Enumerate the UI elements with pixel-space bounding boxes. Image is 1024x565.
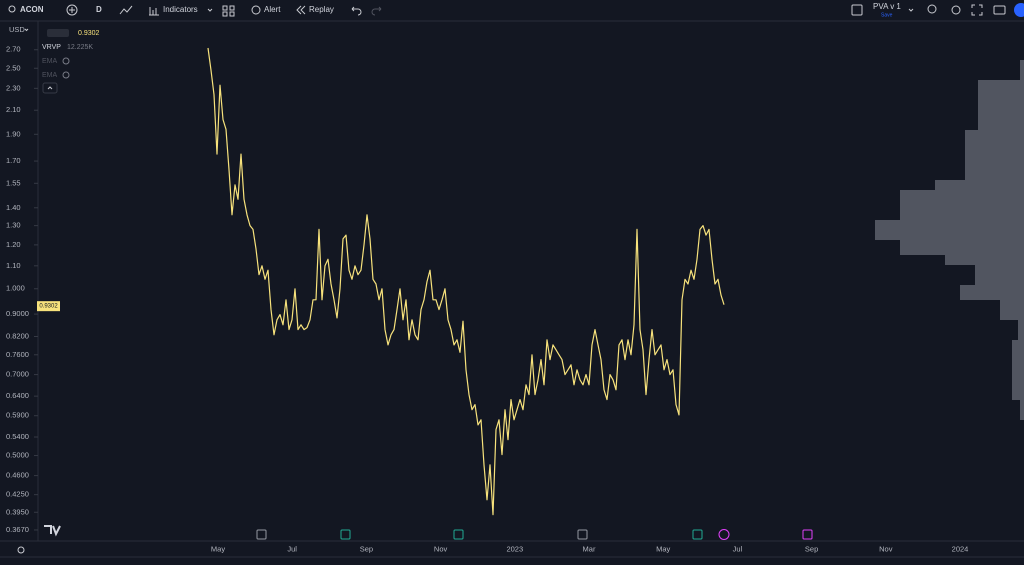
y-tick-label: 0.5000 (6, 451, 29, 460)
y-tick-label: 0.7600 (6, 350, 29, 359)
y-tick-label: 0.7000 (6, 370, 29, 379)
currency-dropdown[interactable] (24, 28, 29, 32)
search-icon[interactable] (8, 5, 16, 13)
x-tick-label: Sep (805, 544, 818, 553)
collapse-icon (47, 86, 53, 90)
logo[interactable] (44, 525, 61, 537)
indicators-dropdown[interactable] (207, 8, 213, 12)
y-tick-label: 2.10 (6, 105, 21, 114)
visibility-icon[interactable] (62, 71, 70, 79)
x-tick-label: 2023 (506, 544, 523, 553)
y-tick-label: 0.8200 (6, 331, 29, 340)
x-tick-label: May (211, 544, 225, 553)
earnings-marker[interactable] (692, 529, 703, 540)
visibility-icon[interactable] (62, 57, 70, 65)
x-tick-label: Nov (879, 544, 893, 553)
y-tick-label: 0.5900 (6, 411, 29, 420)
y-tick-label: 0.4250 (6, 490, 29, 499)
events (256, 529, 813, 540)
indicator-name[interactable]: VRVP (42, 44, 61, 51)
earnings-marker[interactable] (577, 529, 588, 540)
redo-button[interactable] (371, 6, 382, 16)
earnings-marker[interactable] (453, 529, 464, 540)
y-tick-label: 1.000 (6, 284, 25, 293)
y-tick-label: 0.5400 (6, 432, 29, 441)
indicators-button[interactable]: Indicators (163, 5, 198, 14)
add-symbol-button[interactable] (66, 4, 78, 16)
y-tick-label: 1.10 (6, 261, 21, 270)
split-marker[interactable] (718, 529, 730, 540)
add-icon (69, 7, 75, 13)
ema-indicator[interactable]: EMA (42, 72, 58, 79)
collapse-legend[interactable] (42, 82, 58, 94)
volume-profile (875, 60, 1024, 420)
last-price-marker (37, 301, 60, 312)
x-tick-label: Jul (287, 544, 297, 553)
y-tick-label: 1.20 (6, 240, 21, 249)
indicator-value: 12.225K (67, 44, 93, 51)
replay-icon (296, 5, 306, 15)
chart-type-button[interactable] (119, 5, 133, 15)
price-line (207, 47, 725, 516)
axis-settings[interactable] (17, 546, 25, 554)
earnings-marker[interactable] (340, 529, 351, 540)
profile-button[interactable] (1014, 3, 1024, 17)
templates-button[interactable] (222, 5, 235, 17)
replay-button[interactable]: Replay (309, 5, 334, 14)
layout-dropdown[interactable] (908, 8, 914, 12)
alert-button[interactable]: Alert (264, 5, 281, 14)
x-tick-label: Jul (733, 544, 743, 553)
y-tick-label: 0.6400 (6, 391, 29, 400)
x-tick-label: Mar (583, 544, 596, 553)
legend-toggle[interactable] (47, 29, 69, 37)
y-tick-label: 2.50 (6, 63, 21, 72)
x-tick-label: Sep (360, 544, 373, 553)
undo-button[interactable] (351, 6, 362, 16)
snapshot-button[interactable] (993, 5, 1006, 15)
y-tick-label: 1.40 (6, 203, 21, 212)
y-tick-label: 0.3950 (6, 507, 29, 516)
fullscreen-button[interactable] (971, 4, 983, 16)
x-tick-label: Nov (434, 544, 448, 553)
x-tick-label: 2024 (952, 544, 969, 553)
earnings-marker[interactable] (802, 529, 813, 540)
x-tick-label: May (656, 544, 670, 553)
y-tick-label: 0.9000 (6, 309, 29, 318)
currency-unit[interactable]: USD (9, 25, 25, 34)
y-tick-label: 1.30 (6, 221, 21, 230)
save-status[interactable]: Save (881, 12, 893, 18)
legend-last-value: 0.9302 (78, 30, 100, 37)
y-tick-label: 0.4600 (6, 471, 29, 480)
y-tick-label: 2.70 (6, 45, 21, 54)
earnings-marker[interactable] (256, 529, 267, 540)
symbol[interactable]: ACON (20, 5, 44, 14)
layout-name[interactable]: PVA v 1 (873, 2, 901, 11)
toolbar (0, 0, 1024, 21)
y-tick-label: 1.70 (6, 156, 21, 165)
alert-icon (251, 5, 261, 15)
ema-indicator[interactable]: EMA (42, 58, 58, 65)
y-tick-label: 2.30 (6, 83, 21, 92)
interval[interactable]: D (96, 5, 102, 14)
indicators-icon (149, 7, 159, 16)
layout-button[interactable] (851, 4, 863, 16)
y-tick-label: 1.90 (6, 129, 21, 138)
quick-search-button[interactable] (927, 4, 937, 14)
y-tick-label: 1.55 (6, 178, 21, 187)
settings-button[interactable] (951, 5, 961, 15)
y-tick-label: 0.3670 (6, 525, 29, 534)
last-price-label: 0.9302 (39, 304, 58, 310)
